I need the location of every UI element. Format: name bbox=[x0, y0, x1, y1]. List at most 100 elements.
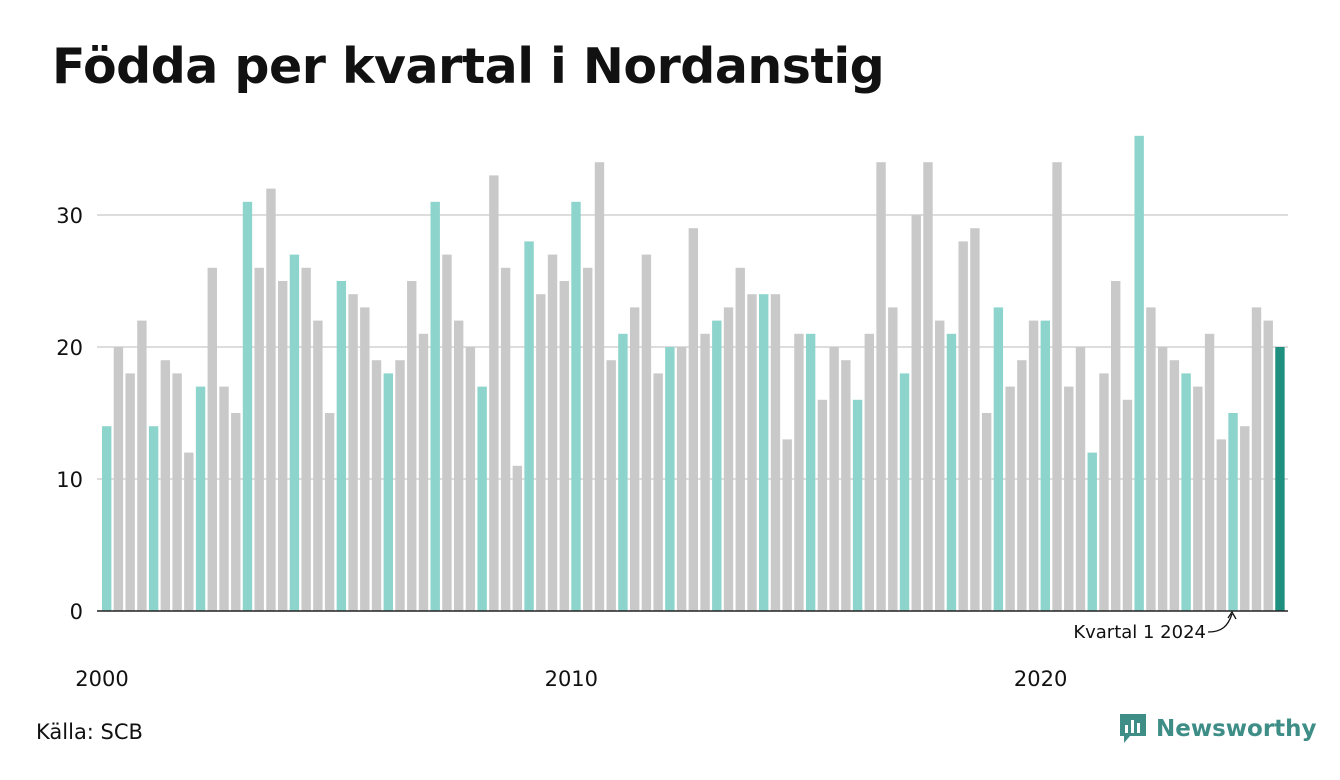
bar bbox=[477, 386, 487, 611]
bar bbox=[970, 228, 980, 611]
bar bbox=[923, 162, 933, 611]
y-tick-label: 30 bbox=[56, 204, 83, 228]
annotation-label: Kvartal 1 2024 bbox=[1073, 622, 1206, 643]
bar bbox=[148, 426, 159, 611]
bar bbox=[1240, 426, 1250, 611]
bar bbox=[407, 281, 417, 611]
bar bbox=[676, 347, 687, 611]
bar bbox=[172, 373, 182, 611]
bar bbox=[536, 294, 546, 611]
bar bbox=[1122, 399, 1133, 611]
bar bbox=[747, 294, 757, 611]
bar bbox=[336, 281, 347, 611]
bar bbox=[1087, 452, 1097, 611]
bar bbox=[184, 452, 194, 611]
bar bbox=[606, 360, 616, 611]
y-tick-label: 20 bbox=[56, 336, 83, 360]
bar bbox=[219, 386, 229, 611]
bar bbox=[113, 347, 124, 611]
bar bbox=[888, 307, 898, 611]
bar bbox=[512, 465, 523, 611]
bar bbox=[935, 320, 945, 611]
bar bbox=[700, 333, 710, 611]
bar bbox=[946, 333, 957, 611]
bar bbox=[1216, 439, 1226, 611]
bar bbox=[1040, 320, 1050, 611]
bar bbox=[876, 162, 886, 611]
bar bbox=[313, 320, 323, 611]
bar bbox=[547, 254, 558, 611]
chart-title: Födda per kvartal i Nordanstig bbox=[52, 38, 885, 95]
x-tick-label: 2000 bbox=[75, 667, 128, 691]
bar bbox=[864, 333, 875, 611]
bar bbox=[1146, 307, 1156, 611]
bar bbox=[688, 228, 699, 611]
bar bbox=[207, 267, 217, 611]
bar bbox=[817, 399, 828, 611]
x-axis-tick-labels: 2000 2010 2020 bbox=[75, 667, 1067, 691]
bar bbox=[559, 281, 569, 611]
bar bbox=[981, 413, 992, 611]
bar bbox=[1181, 373, 1191, 611]
bar bbox=[524, 241, 534, 611]
bar bbox=[782, 439, 792, 611]
bar bbox=[160, 360, 171, 611]
bar bbox=[500, 267, 511, 611]
bar bbox=[958, 241, 968, 611]
bar bbox=[829, 347, 839, 611]
bar bbox=[759, 294, 769, 611]
bar bbox=[1075, 347, 1086, 611]
bar bbox=[1204, 333, 1215, 611]
bar bbox=[805, 333, 816, 611]
bar bbox=[266, 188, 276, 611]
brand-logo: Newsworthy bbox=[1118, 712, 1317, 746]
annotation-arrow bbox=[1207, 613, 1233, 633]
bar bbox=[993, 307, 1004, 611]
bar bbox=[653, 373, 663, 611]
bar bbox=[125, 373, 135, 611]
bar bbox=[1017, 360, 1027, 611]
bar bbox=[360, 307, 370, 611]
bar bbox=[289, 254, 300, 611]
bar bbox=[430, 201, 440, 612]
bar bbox=[383, 373, 393, 611]
source-note: Källa: SCB bbox=[36, 720, 143, 744]
bar bbox=[770, 294, 781, 611]
bar bbox=[1251, 307, 1262, 611]
bar bbox=[195, 386, 206, 611]
bar bbox=[277, 281, 288, 611]
newsworthy-logo-icon bbox=[1120, 714, 1146, 743]
bar bbox=[641, 254, 652, 611]
bar bbox=[395, 360, 405, 611]
bar bbox=[371, 360, 382, 611]
bar bbox=[899, 373, 910, 611]
bar bbox=[735, 267, 745, 611]
bar bbox=[1157, 347, 1168, 611]
bar bbox=[665, 347, 675, 611]
x-tick-label: 2020 bbox=[1014, 667, 1067, 691]
bar bbox=[489, 175, 499, 611]
bar bbox=[442, 254, 452, 611]
bar bbox=[1134, 135, 1144, 612]
bar bbox=[102, 426, 112, 611]
bar bbox=[1111, 281, 1121, 611]
bar bbox=[254, 267, 264, 611]
bar bbox=[137, 320, 147, 611]
brand-name: Newsworthy bbox=[1156, 716, 1317, 742]
bar bbox=[418, 333, 429, 611]
bar bbox=[794, 333, 804, 611]
bar bbox=[583, 267, 593, 611]
y-axis-tick-labels: 0 10 20 30 bbox=[56, 204, 83, 624]
bar bbox=[1064, 386, 1074, 611]
bar bbox=[723, 307, 734, 611]
bar bbox=[465, 347, 476, 611]
bar bbox=[1099, 373, 1109, 611]
y-tick-label: 0 bbox=[70, 600, 83, 624]
bar bbox=[1193, 386, 1203, 611]
bar bbox=[1052, 162, 1062, 611]
bar bbox=[911, 215, 921, 611]
bar bbox=[852, 399, 863, 611]
bar bbox=[231, 413, 241, 611]
bar bbox=[242, 201, 253, 612]
